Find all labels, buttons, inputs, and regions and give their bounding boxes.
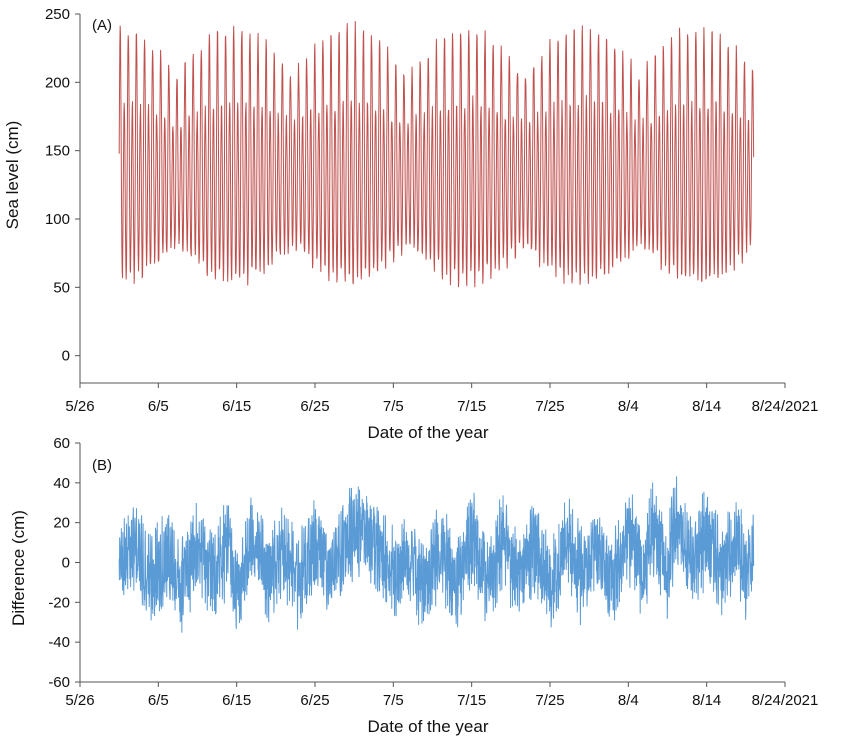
panel-b-x-tick-label: 6/25 [300, 692, 329, 709]
panel-a-y-tick-label: 250 [45, 6, 70, 23]
panel-b-y-tick-label: 40 [53, 475, 70, 492]
panel-a-y-tick-label: 50 [53, 279, 70, 296]
panel-a-y-tick-label: 0 [62, 348, 70, 365]
panel-b-label: (B) [92, 457, 112, 474]
panel-b-series-line [118, 476, 755, 633]
panel-b-y-ticks: -60 -40 -20 0 20 40 60 [48, 435, 80, 691]
panel-b-y-tick-label: -60 [48, 674, 70, 691]
panel-b-x-ticks: 5/26 6/5 6/15 6/25 7/5 7/15 7/25 8/4 8/14 8/24/20… [65, 682, 818, 709]
panel-b-y-tick-label: 20 [53, 515, 70, 532]
panel-b-x-tick-label: 6/5 [148, 692, 169, 709]
panel-b-y-tick-label: -20 [48, 594, 70, 611]
panel-a-xlabel: Date of the year [368, 423, 489, 442]
panel-a-x-tick-label: 7/5 [383, 398, 404, 415]
panel-a-x-tick-label: 6/5 [148, 398, 169, 415]
panel-b-x-tick-label: 7/25 [535, 692, 564, 709]
panel-a: (A) Sea level (cm) Date of the year 0 50 1… [3, 6, 818, 442]
panel-b-x-tick-label: 8/4 [618, 692, 639, 709]
panel-b-y-tick-label: 0 [62, 555, 70, 572]
panel-a-x-ticks: 5/26 6/5 6/15 6/25 7/5 7/15 7/25 8/4 8/14 8/24/20… [65, 383, 818, 415]
panel-b-x-tick-label: 5/26 [65, 692, 94, 709]
panel-a-x-tick-label: 8/24/2021 [752, 398, 819, 415]
panel-a-label: (A) [92, 17, 112, 34]
panel-b-x-tick-label: 8/24/2021 [752, 692, 819, 709]
panel-a-x-tick-label: 5/26 [65, 398, 94, 415]
panel-b-xlabel: Date of the year [368, 717, 489, 736]
panel-b-x-tick-label: 7/5 [383, 692, 404, 709]
panel-a-x-tick-label: 7/15 [457, 398, 486, 415]
panel-a-x-tick-label: 6/15 [222, 398, 251, 415]
panel-b-x-tick-label: 8/14 [692, 692, 721, 709]
panel-a-y-ticks: 0 50 100 150 200 250 [45, 6, 80, 365]
panel-a-x-tick-label: 8/14 [692, 398, 721, 415]
panel-a-y-tick-label: 150 [45, 143, 70, 160]
panel-b-x-tick-label: 7/15 [457, 692, 486, 709]
panel-b-ylabel: Difference (cm) [9, 510, 28, 626]
panel-b: (B) Difference (cm) Date of the year -60… [9, 435, 818, 736]
panel-a-x-tick-label: 6/25 [300, 398, 329, 415]
panel-b-y-tick-label: -40 [48, 634, 70, 651]
panel-b-y-tick-label: 60 [53, 435, 70, 452]
panel-a-y-tick-label: 200 [45, 74, 70, 91]
panel-a-series-line [118, 21, 755, 288]
panel-a-ylabel: Sea level (cm) [3, 121, 22, 230]
panel-b-x-tick-label: 6/15 [222, 692, 251, 709]
panel-a-x-tick-label: 7/25 [535, 398, 564, 415]
panel-a-x-tick-label: 8/4 [618, 398, 639, 415]
panel-a-y-tick-label: 100 [45, 211, 70, 228]
